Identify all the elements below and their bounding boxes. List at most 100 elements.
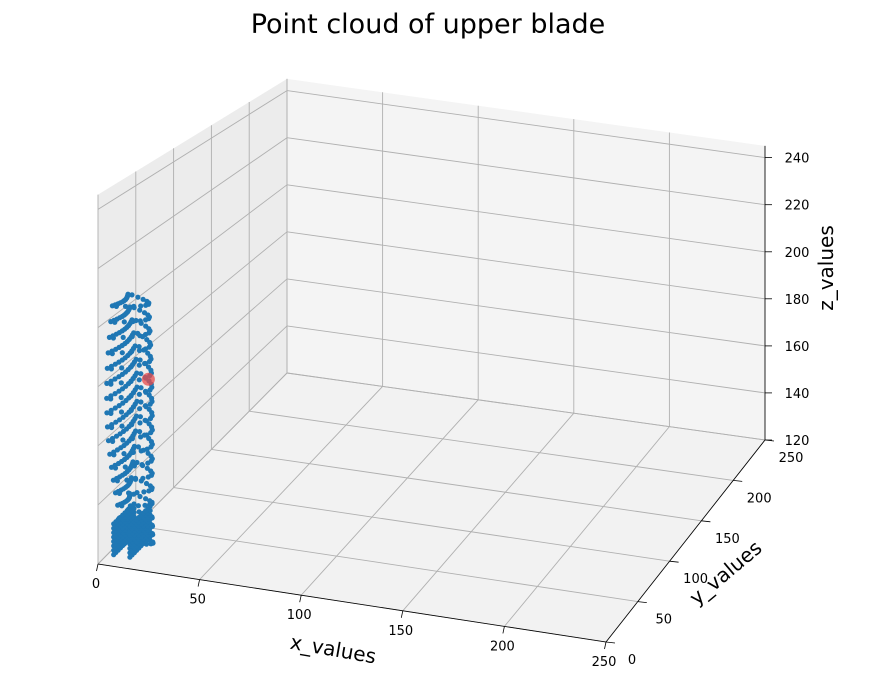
data-point: [119, 365, 125, 371]
y-tick-label: 250: [779, 451, 804, 466]
x-tick-mark: [502, 626, 505, 634]
grid-line-z-wall: [97, 325, 288, 506]
data-point: [131, 501, 137, 507]
data-point: [121, 319, 127, 325]
x-tick-label: 50: [189, 593, 206, 608]
data-point: [118, 394, 124, 401]
data-point: [119, 350, 125, 356]
data-point: [113, 419, 119, 425]
x-axis-title: x_values: [288, 630, 378, 669]
data-point: [138, 303, 144, 309]
data-point: [140, 296, 146, 302]
data-point: [132, 475, 139, 481]
data-point: [108, 393, 114, 399]
data-point: [135, 330, 141, 336]
data-point: [147, 503, 153, 509]
data-point: [145, 364, 152, 370]
data-point: [133, 356, 139, 362]
data-point: [125, 291, 131, 297]
data-point: [137, 414, 143, 420]
data-point: [142, 417, 148, 423]
grid-line-z-back: [286, 325, 766, 394]
y-tick-mark: [669, 560, 679, 563]
grid-line-x-floor: [199, 386, 383, 580]
z-tick-label: 140: [785, 387, 810, 402]
x-tick-label: 200: [490, 639, 515, 654]
grid-line-z-wall: [97, 90, 288, 210]
data-point: [108, 407, 114, 413]
data-point: [136, 344, 142, 350]
back-wall-pane: [287, 78, 765, 441]
x-tick-label: 250: [592, 655, 617, 670]
scatter-points: [104, 291, 156, 560]
left-wall-pane: [98, 78, 287, 565]
grid-line-z-back: [286, 231, 766, 300]
data-point: [142, 388, 149, 394]
grid-line-z-back: [286, 278, 766, 347]
x-tick-mark: [604, 641, 607, 650]
y-tick-mark: [701, 520, 711, 523]
data-point: [140, 462, 146, 469]
grid-line-x-floor: [300, 399, 479, 596]
x-tick-label: 100: [287, 608, 312, 623]
x-tick-mark: [96, 563, 99, 572]
grid-line-z-back: [286, 372, 766, 441]
data-point: [143, 496, 149, 502]
data-point: [131, 443, 137, 449]
data-point: [127, 304, 133, 310]
data-point: [133, 413, 139, 419]
grid-line-z-wall: [97, 184, 288, 328]
data-point: [137, 420, 143, 426]
data-point: [146, 392, 152, 398]
z-tick-label: 180: [785, 293, 810, 308]
data-point: [141, 432, 148, 438]
data-point: [109, 435, 116, 442]
x-axis-line: [97, 563, 607, 643]
grid-line-y-floor: [211, 448, 702, 522]
y-tick-label: 150: [715, 532, 740, 547]
data-point: [136, 347, 143, 354]
data-point: [128, 475, 134, 481]
data-point: [138, 399, 144, 405]
data-point: [133, 317, 139, 324]
data-point: [143, 480, 150, 487]
y-axis-line: [605, 439, 766, 643]
data-point: [104, 395, 110, 401]
grid-line-y-floor: [173, 487, 670, 562]
data-point: [121, 451, 127, 457]
data-point: [138, 385, 144, 391]
z-tick-label: 220: [785, 199, 810, 214]
tick-labels: 0 50 100 150 200 250 0 50 100 150 200 250 120 140 160 1…: [92, 152, 810, 670]
data-point: [131, 491, 137, 497]
data-point: [120, 437, 126, 443]
data-point: [141, 489, 147, 495]
axis-panes: [98, 78, 765, 642]
data-point: [107, 451, 113, 457]
grid-line-z-wall: [97, 137, 288, 269]
data-point: [135, 503, 141, 509]
grid-line-z-wall: [97, 231, 288, 388]
data-point: [129, 317, 135, 323]
data-point: [146, 435, 152, 441]
y-tick-label: 100: [683, 572, 708, 587]
y-tick-mark: [637, 601, 647, 603]
x-tick-mark: [197, 579, 200, 587]
x-tick-mark: [299, 595, 302, 603]
chart-title: Point cloud of upper blade: [251, 9, 606, 40]
data-point: [135, 294, 141, 300]
z-tick-label: 200: [785, 246, 810, 261]
x-tick-label: 0: [92, 577, 100, 592]
data-point: [136, 377, 142, 383]
data-point: [133, 428, 139, 434]
grid-line-x-floor: [504, 426, 670, 627]
data-point: [140, 334, 146, 340]
data-point: [134, 459, 140, 466]
grid-line-z-wall: [97, 278, 288, 447]
data-point: [137, 429, 143, 435]
z-tick-label: 120: [785, 434, 810, 449]
data-point: [127, 491, 133, 497]
data-point: [105, 438, 112, 444]
data-point: [137, 406, 143, 412]
data-point: [104, 410, 110, 416]
